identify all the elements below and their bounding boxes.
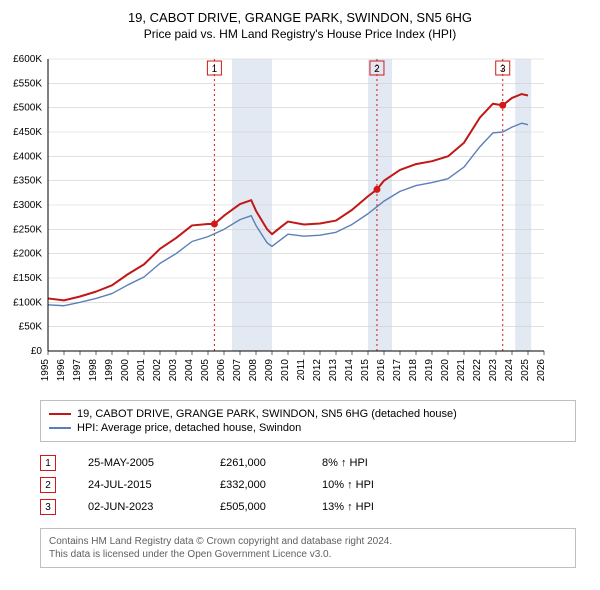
svg-text:£300K: £300K xyxy=(13,200,42,211)
svg-text:1: 1 xyxy=(212,64,218,75)
svg-text:£50K: £50K xyxy=(19,322,43,333)
svg-text:2001: 2001 xyxy=(136,359,147,382)
svg-text:2024: 2024 xyxy=(504,359,515,382)
legend-item: 19, CABOT DRIVE, GRANGE PARK, SWINDON, S… xyxy=(49,407,567,421)
sale-marker: 1 xyxy=(40,455,56,471)
svg-text:2009: 2009 xyxy=(264,359,275,382)
legend-swatch xyxy=(49,427,71,429)
svg-text:2021: 2021 xyxy=(456,359,467,382)
svg-text:2023: 2023 xyxy=(488,359,499,382)
line-chart-svg: £0 £50K £100K £150K £200K £250K £300K £350K £400… xyxy=(0,47,560,387)
svg-text:1996: 1996 xyxy=(56,359,67,382)
chart-titles: 19, CABOT DRIVE, GRANGE PARK, SWINDON, S… xyxy=(0,0,600,41)
sales-table: 1 25-MAY-2005 £261,000 8% ↑ HPI 2 24-JUL-2015… xyxy=(40,452,576,518)
svg-text:2014: 2014 xyxy=(344,359,355,382)
sale-marker: 3 xyxy=(40,499,56,515)
legend: 19, CABOT DRIVE, GRANGE PARK, SWINDON, S… xyxy=(40,400,576,442)
svg-text:2: 2 xyxy=(374,64,380,75)
svg-text:2013: 2013 xyxy=(328,359,339,382)
svg-text:3: 3 xyxy=(500,64,506,75)
svg-text:2005: 2005 xyxy=(200,359,211,382)
sale-row: 1 25-MAY-2005 £261,000 8% ↑ HPI xyxy=(40,452,576,474)
svg-text:2018: 2018 xyxy=(408,359,419,382)
svg-text:£350K: £350K xyxy=(13,176,42,187)
svg-text:£450K: £450K xyxy=(13,127,42,138)
svg-text:£600K: £600K xyxy=(13,54,42,65)
sale-pct: 10% ↑ HPI xyxy=(322,479,412,491)
plot-area: £0 £50K £100K £150K £200K £250K £300K £350K £400… xyxy=(0,47,600,392)
sale-price: £332,000 xyxy=(220,479,290,491)
sale-price: £505,000 xyxy=(220,501,290,513)
svg-text:2025: 2025 xyxy=(520,359,531,382)
svg-text:2002: 2002 xyxy=(152,359,163,382)
chart-subtitle: Price paid vs. HM Land Registry's House … xyxy=(0,27,600,41)
sale-pct: 13% ↑ HPI xyxy=(322,501,412,513)
footer-line-2: This data is licensed under the Open Gov… xyxy=(49,548,567,561)
svg-text:2022: 2022 xyxy=(472,359,483,382)
svg-text:2010: 2010 xyxy=(280,359,291,382)
svg-text:2026: 2026 xyxy=(536,359,547,382)
svg-text:2017: 2017 xyxy=(392,359,403,382)
legend-label: HPI: Average price, detached house, Swin… xyxy=(77,422,301,434)
svg-text:£100K: £100K xyxy=(13,297,42,308)
footer-line-1: Contains HM Land Registry data © Crown c… xyxy=(49,535,567,548)
svg-text:2020: 2020 xyxy=(440,359,451,382)
svg-text:£500K: £500K xyxy=(13,103,42,114)
svg-text:1997: 1997 xyxy=(72,359,83,382)
svg-text:2007: 2007 xyxy=(232,359,243,382)
svg-text:£250K: £250K xyxy=(13,224,42,235)
svg-text:£150K: £150K xyxy=(13,273,42,284)
sale-row: 3 02-JUN-2023 £505,000 13% ↑ HPI xyxy=(40,496,576,518)
svg-text:2008: 2008 xyxy=(248,359,259,382)
svg-text:2012: 2012 xyxy=(312,359,323,382)
sale-price: £261,000 xyxy=(220,457,290,469)
svg-text:2004: 2004 xyxy=(184,359,195,382)
chart-container: 19, CABOT DRIVE, GRANGE PARK, SWINDON, S… xyxy=(0,0,600,568)
svg-text:2011: 2011 xyxy=(296,359,307,381)
svg-text:2000: 2000 xyxy=(120,359,131,382)
legend-item: HPI: Average price, detached house, Swin… xyxy=(49,421,567,435)
svg-text:1999: 1999 xyxy=(104,359,115,382)
svg-text:2015: 2015 xyxy=(360,359,371,382)
svg-text:2016: 2016 xyxy=(376,359,387,382)
svg-text:£550K: £550K xyxy=(13,78,42,89)
svg-text:2003: 2003 xyxy=(168,359,179,382)
svg-text:£0: £0 xyxy=(31,346,43,357)
sale-date: 24-JUL-2015 xyxy=(88,479,188,491)
svg-text:£400K: £400K xyxy=(13,151,42,162)
sale-marker: 2 xyxy=(40,477,56,493)
svg-text:1995: 1995 xyxy=(40,359,51,382)
sale-row: 2 24-JUL-2015 £332,000 10% ↑ HPI xyxy=(40,474,576,496)
sale-date: 02-JUN-2023 xyxy=(88,501,188,513)
svg-text:2006: 2006 xyxy=(216,359,227,382)
attribution-footer: Contains HM Land Registry data © Crown c… xyxy=(40,528,576,568)
svg-text:£200K: £200K xyxy=(13,249,42,260)
chart-title: 19, CABOT DRIVE, GRANGE PARK, SWINDON, S… xyxy=(0,10,600,25)
svg-text:1998: 1998 xyxy=(88,359,99,382)
sale-date: 25-MAY-2005 xyxy=(88,457,188,469)
legend-label: 19, CABOT DRIVE, GRANGE PARK, SWINDON, S… xyxy=(77,408,457,420)
svg-text:2019: 2019 xyxy=(424,359,435,382)
sale-pct: 8% ↑ HPI xyxy=(322,457,412,469)
legend-swatch xyxy=(49,413,71,415)
